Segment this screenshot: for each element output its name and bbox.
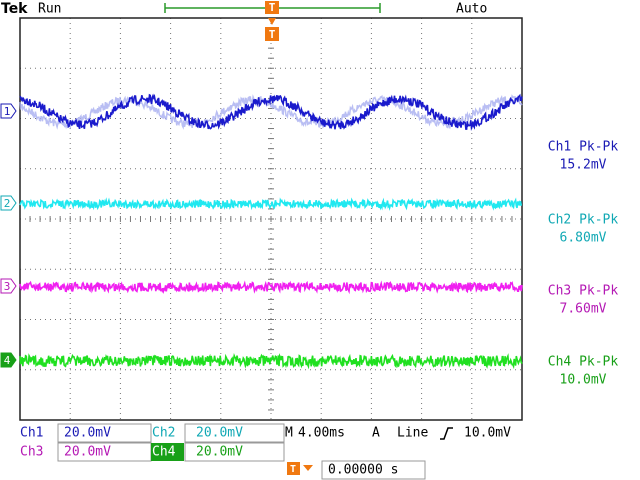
ch2-marker-label: 2 xyxy=(4,197,11,210)
ch3-marker xyxy=(0,278,17,294)
run-status: Run xyxy=(38,2,61,17)
measurements: Ch1 Pk-Pk 15.2mV Ch2 Pk-Pk 6.80mV Ch3 Pk… xyxy=(548,140,619,388)
measurement-value: 6.80mV xyxy=(560,231,607,246)
ch1-scale-box xyxy=(57,423,152,443)
waveforms xyxy=(19,93,523,370)
ch1-label: Ch1 xyxy=(20,426,43,441)
ch4-scale: 20.0mV xyxy=(196,445,243,460)
ch4-marker-label: 4 xyxy=(4,354,11,367)
ch4-marker xyxy=(0,352,17,368)
timebase-label: M xyxy=(285,426,293,441)
graticule xyxy=(19,17,522,420)
ch4-scale-box xyxy=(184,442,285,462)
channel-markers: 1 2 3 4 xyxy=(0,103,17,368)
measurement-label: Ch3 Pk-Pk xyxy=(548,284,619,299)
ch1-marker-label: 1 xyxy=(4,105,11,118)
ch2-label: Ch2 xyxy=(152,426,175,441)
trigger-slope-icon xyxy=(440,427,453,440)
trigger-time: 0.00000 s xyxy=(328,463,398,478)
trigger-marker-box xyxy=(265,27,279,41)
trigger-mode: Auto xyxy=(456,2,487,17)
ch3-label: Ch3 xyxy=(20,445,43,460)
ch1-trace xyxy=(19,93,523,131)
measurement-label: Ch2 Pk-Pk xyxy=(548,213,619,228)
ch3-marker-label: 3 xyxy=(4,280,11,293)
brand: Tek xyxy=(1,1,28,17)
trigger-time-icon-label: T xyxy=(290,464,296,475)
measurement-value: 15.2mV xyxy=(560,158,607,173)
ch2-marker xyxy=(0,195,17,211)
measurement-label: Ch4 Pk-Pk xyxy=(548,355,619,370)
measurement-label: Ch1 Pk-Pk xyxy=(548,140,619,155)
ch4-trace xyxy=(19,352,523,370)
timebase: 4.00ms xyxy=(298,426,345,441)
ch1-scale: 20.0mV xyxy=(64,426,111,441)
trigger-marker-label: T xyxy=(269,28,276,41)
ch2-scale-box xyxy=(184,423,285,443)
ch1-marker xyxy=(0,103,17,119)
measurement-value: 7.60mV xyxy=(560,302,607,317)
trigger-position-label: T xyxy=(269,1,276,14)
trigger-source: Line xyxy=(397,426,428,441)
ch1-ghost-trace xyxy=(19,94,523,130)
ch3-scale: 20.0mV xyxy=(64,445,111,460)
ch4-label: Ch4 xyxy=(152,445,176,460)
trigger-position-icon xyxy=(265,1,279,14)
trigger-level: 10.0mV xyxy=(464,426,511,441)
ch4-label-box xyxy=(151,443,184,461)
trigger-arrow xyxy=(268,18,276,25)
trigger-time-icon xyxy=(287,462,300,475)
measurement-value: 10.0mV xyxy=(560,373,607,388)
ch2-trace xyxy=(19,197,523,212)
ch3-trace xyxy=(19,280,523,295)
trigger-time-box xyxy=(321,460,426,480)
status-bar: Ch1 20.0mV Ch2 20.0mV M 4.00ms A Line 10… xyxy=(20,423,511,480)
trigger-time-arrow xyxy=(303,465,313,471)
trigger-source-label: A xyxy=(372,426,380,441)
ch2-scale: 20.0mV xyxy=(196,426,243,441)
